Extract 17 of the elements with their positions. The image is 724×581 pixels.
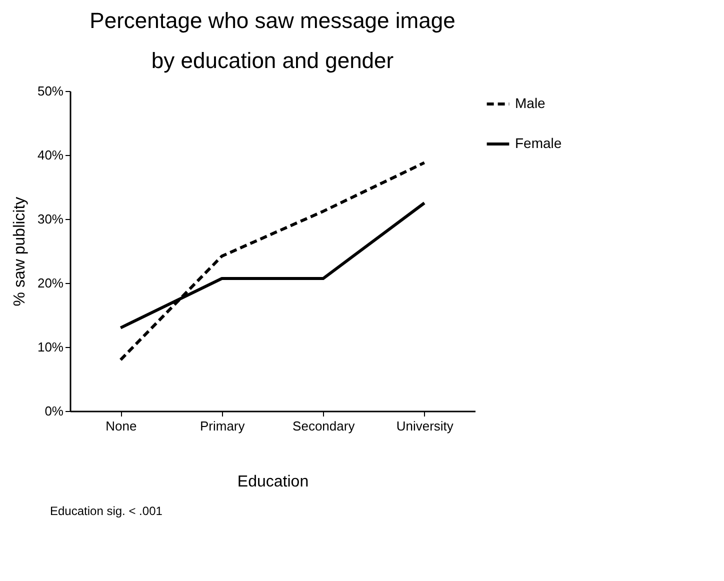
x-axis-title: Education	[237, 474, 309, 490]
y-tick-label: 50%	[37, 84, 64, 98]
chart-title: Percentage who saw message image by education and gender	[90, 8, 456, 73]
y-tick-label: 10%	[37, 340, 64, 354]
legend-label: Male	[515, 95, 546, 111]
y-tick-label: 30%	[37, 212, 64, 226]
legend-label: Female	[515, 135, 562, 151]
x-tick-label: University	[396, 418, 454, 434]
x-tick-label: Secondary	[292, 418, 356, 434]
y-tick-label: 0%	[44, 404, 64, 418]
x-tick-label: None	[106, 418, 137, 434]
y-tick-label: 40%	[37, 148, 64, 162]
y-tick-label: 20%	[37, 276, 64, 290]
y-axis-title: % saw publicity	[11, 196, 28, 306]
line-series	[119, 161, 426, 362]
x-tick-label: Primary	[200, 418, 246, 434]
text: Education sig. < .001	[50, 504, 163, 518]
